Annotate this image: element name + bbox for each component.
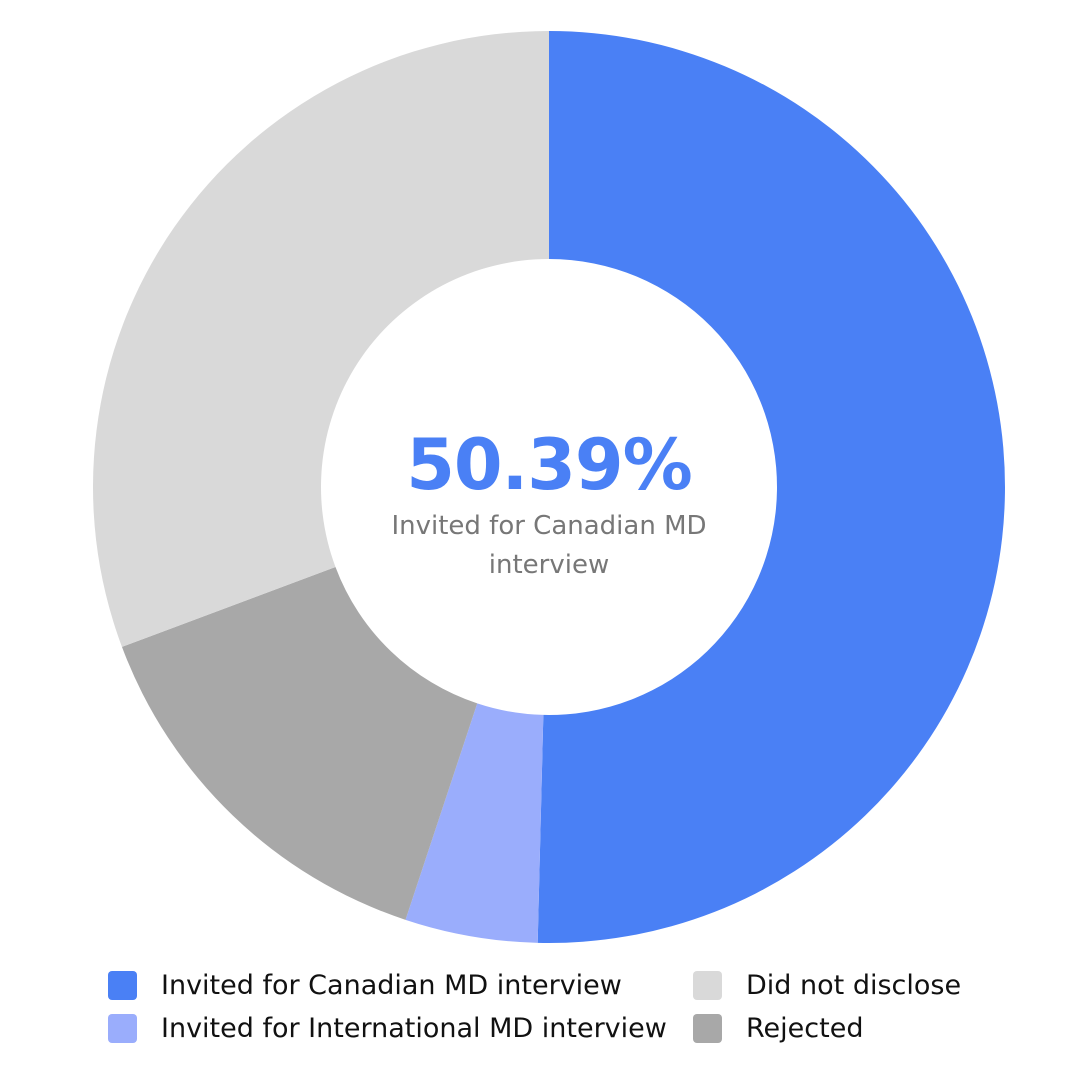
- legend-swatch: [693, 1014, 722, 1043]
- legend-label: Rejected: [746, 1013, 864, 1044]
- legend-item: Invited for International MD interview: [108, 1013, 667, 1044]
- donut-slice: [121, 566, 478, 920]
- legend-label: Invited for Canadian MD interview: [161, 970, 622, 1001]
- legend-label: Invited for International MD interview: [161, 1013, 667, 1044]
- donut-slice: [405, 703, 544, 943]
- donut-slice: [92, 31, 549, 647]
- legend-swatch: [108, 971, 137, 1000]
- center-label: 50.39% Invited for Canadian MD interview: [389, 425, 709, 585]
- donut-slice: [537, 31, 1005, 943]
- legend-item: Did not disclose: [693, 970, 961, 1001]
- legend-item: Rejected: [693, 1013, 863, 1044]
- center-caption: Invited for Canadian MD interview: [391, 511, 707, 580]
- legend-swatch: [693, 971, 722, 1000]
- legend-label: Did not disclose: [746, 970, 962, 1001]
- legend-item: Invited for Canadian MD interview: [108, 970, 622, 1001]
- legend-swatch: [108, 1014, 137, 1043]
- center-value: 50.39%: [406, 424, 693, 506]
